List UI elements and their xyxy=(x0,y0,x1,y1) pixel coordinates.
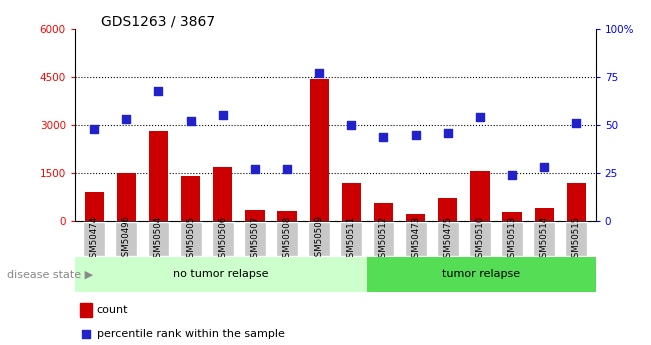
Bar xyxy=(534,208,554,221)
Text: GSM50511: GSM50511 xyxy=(347,215,356,263)
Bar xyxy=(438,198,458,221)
Bar xyxy=(309,79,329,221)
FancyBboxPatch shape xyxy=(469,221,491,256)
Point xyxy=(186,118,196,124)
FancyBboxPatch shape xyxy=(372,221,395,256)
Text: tumor relapse: tumor relapse xyxy=(443,269,521,279)
Text: no tumor relapse: no tumor relapse xyxy=(173,269,269,279)
FancyBboxPatch shape xyxy=(340,221,362,256)
Point xyxy=(539,165,549,170)
Text: GSM50515: GSM50515 xyxy=(572,215,581,263)
Bar xyxy=(470,171,490,221)
Point xyxy=(89,126,100,132)
Text: GSM50473: GSM50473 xyxy=(411,215,420,263)
Bar xyxy=(117,173,136,221)
Text: percentile rank within the sample: percentile rank within the sample xyxy=(97,329,284,339)
Bar xyxy=(181,176,201,221)
Text: GSM50475: GSM50475 xyxy=(443,215,452,263)
Point xyxy=(410,132,421,137)
FancyBboxPatch shape xyxy=(180,221,202,256)
Text: disease state ▶: disease state ▶ xyxy=(7,269,92,279)
Text: GSM50507: GSM50507 xyxy=(251,215,259,263)
Point xyxy=(507,172,518,178)
Point xyxy=(217,113,228,118)
FancyBboxPatch shape xyxy=(566,221,587,256)
Bar xyxy=(245,210,264,221)
Bar xyxy=(342,183,361,221)
FancyBboxPatch shape xyxy=(212,221,234,256)
Point xyxy=(475,115,485,120)
Point xyxy=(250,166,260,172)
Point xyxy=(282,166,292,172)
Bar xyxy=(80,304,92,317)
Bar xyxy=(149,131,168,221)
Bar xyxy=(213,167,232,221)
Point xyxy=(443,130,453,136)
FancyBboxPatch shape xyxy=(244,221,266,256)
FancyBboxPatch shape xyxy=(437,221,459,256)
Text: GSM50504: GSM50504 xyxy=(154,215,163,263)
Point xyxy=(378,134,389,139)
Text: GSM50506: GSM50506 xyxy=(218,215,227,263)
Text: GSM50513: GSM50513 xyxy=(508,215,517,263)
FancyBboxPatch shape xyxy=(83,221,105,256)
Text: GSM50514: GSM50514 xyxy=(540,215,549,263)
Point xyxy=(121,117,132,122)
Bar xyxy=(406,215,425,221)
Bar xyxy=(277,210,297,221)
FancyBboxPatch shape xyxy=(533,221,555,256)
Text: GSM50512: GSM50512 xyxy=(379,215,388,263)
Text: count: count xyxy=(97,305,128,315)
Text: GSM50496: GSM50496 xyxy=(122,215,131,263)
Text: GSM50505: GSM50505 xyxy=(186,215,195,263)
Bar xyxy=(374,203,393,221)
FancyBboxPatch shape xyxy=(405,221,426,256)
Point xyxy=(571,120,581,126)
Text: GSM50510: GSM50510 xyxy=(475,215,484,263)
FancyBboxPatch shape xyxy=(501,221,523,256)
Point xyxy=(346,122,357,128)
FancyBboxPatch shape xyxy=(276,221,298,256)
Bar xyxy=(503,212,521,221)
FancyBboxPatch shape xyxy=(309,221,330,256)
Bar xyxy=(85,192,104,221)
Point xyxy=(430,221,440,227)
FancyBboxPatch shape xyxy=(148,221,169,256)
FancyBboxPatch shape xyxy=(75,257,367,292)
FancyBboxPatch shape xyxy=(367,257,596,292)
Text: GSM50509: GSM50509 xyxy=(314,215,324,263)
Text: GSM50474: GSM50474 xyxy=(90,215,99,263)
Point xyxy=(314,71,324,76)
Text: GSM50508: GSM50508 xyxy=(283,215,292,263)
Point xyxy=(153,88,163,93)
Bar xyxy=(567,183,586,221)
Text: GDS1263 / 3867: GDS1263 / 3867 xyxy=(101,14,215,28)
FancyBboxPatch shape xyxy=(115,221,137,256)
